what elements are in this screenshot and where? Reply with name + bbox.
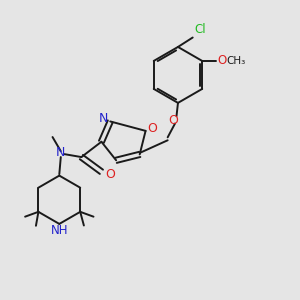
- Text: Cl: Cl: [195, 23, 206, 36]
- Text: O: O: [147, 122, 157, 135]
- Text: CH₃: CH₃: [226, 56, 246, 66]
- Text: O: O: [218, 54, 227, 68]
- Text: N: N: [56, 146, 65, 159]
- Text: O: O: [105, 168, 115, 181]
- Text: O: O: [169, 114, 178, 127]
- Text: NH: NH: [51, 224, 68, 237]
- Text: N: N: [99, 112, 109, 125]
